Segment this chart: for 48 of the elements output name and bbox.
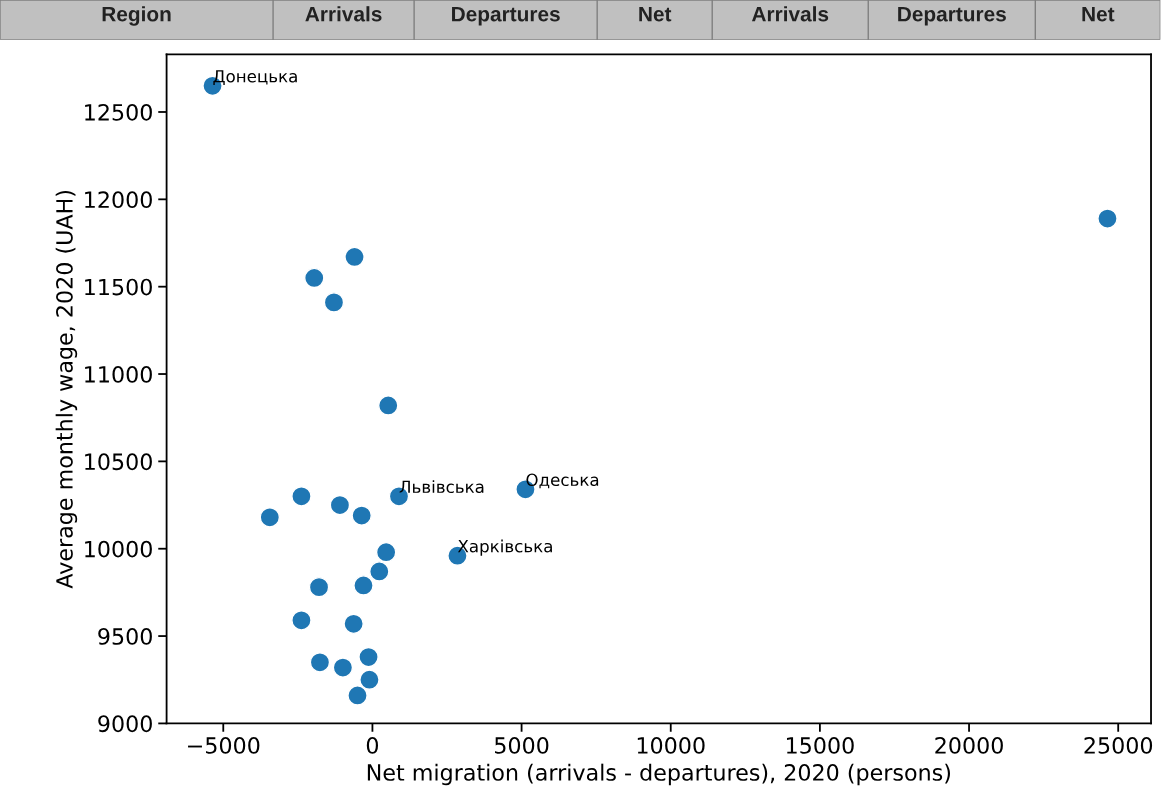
- x-tick-label: −5000: [188, 737, 260, 754]
- y-tick-label: 9000: [98, 715, 152, 733]
- text: Departures: [898, 6, 1006, 26]
- point: [358, 646, 379, 668]
- point: [377, 395, 399, 416]
- text: Arrivals: [751, 6, 829, 22]
- y-tick-label: 10000: [85, 540, 152, 558]
- text: Net: [1082, 6, 1115, 22]
- annotation: Харківська: [457, 539, 552, 556]
- y-tick-label: 12000: [85, 191, 152, 209]
- y-tick-label: 12500: [85, 103, 152, 121]
- point: [359, 669, 380, 691]
- x-tick-label: 25000: [1084, 737, 1153, 754]
- x-tick-label: 0: [366, 737, 379, 754]
- x-tick-label: 15000: [786, 737, 854, 754]
- x-tick-label: 20000: [935, 737, 1003, 754]
- point: [375, 541, 397, 563]
- text: Net: [639, 6, 672, 22]
- point: [323, 292, 345, 313]
- annotation: Львівська: [399, 480, 484, 494]
- point: [329, 494, 351, 516]
- x-tick-label: 5000: [495, 737, 549, 754]
- point: [369, 561, 390, 582]
- x-tick-label: 10000: [637, 737, 705, 754]
- point: [347, 685, 368, 706]
- point: [353, 575, 374, 596]
- text: Departures: [452, 6, 560, 26]
- y-tick-label: 11000: [85, 365, 152, 383]
- point: [308, 576, 330, 598]
- point: [343, 613, 364, 635]
- point: [1097, 208, 1118, 229]
- point: [291, 486, 312, 507]
- text: Region: [102, 6, 171, 26]
- y-axis-title: Average monthly wage, 2020 (UAH): [55, 190, 78, 589]
- point: [291, 610, 312, 631]
- y-tick-label: 9500: [98, 628, 152, 645]
- point: [309, 652, 331, 673]
- point: [259, 507, 281, 528]
- point: [332, 657, 354, 678]
- annotation: Одеська: [526, 473, 599, 489]
- text: Arrivals: [305, 6, 382, 22]
- point: [344, 246, 365, 268]
- point: [351, 505, 372, 526]
- annotation: Донецька: [213, 70, 297, 85]
- x-axis-title: Net migration (arrivals - departures), 2020 (persons): [367, 763, 951, 786]
- point: [303, 267, 325, 289]
- y-tick-label: 10500: [85, 453, 152, 471]
- y-tick-label: 11500: [85, 278, 152, 296]
